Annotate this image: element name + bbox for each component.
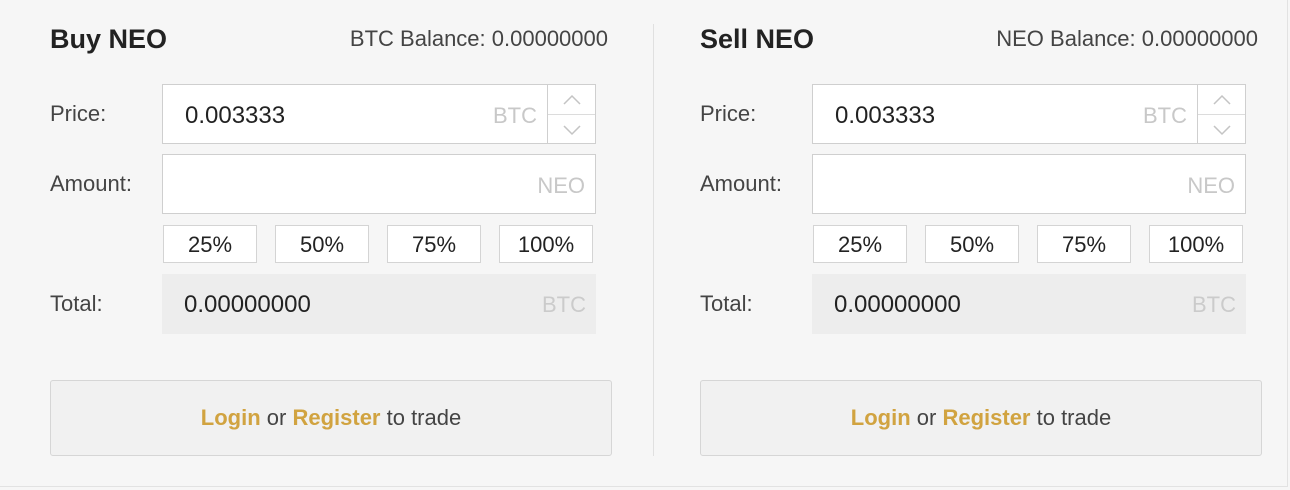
sell-total-value: 0.00000000 [834, 291, 961, 318]
buy-or-text: or [260, 405, 293, 430]
buy-price-input[interactable]: 0.003333 BTC [162, 84, 548, 144]
buy-total-field: 0.00000000 BTC [162, 274, 596, 334]
buy-price-decrement-button[interactable] [548, 115, 595, 144]
buy-total-value: 0.00000000 [184, 291, 311, 318]
sell-total-unit: BTC [1192, 292, 1236, 317]
sell-price-unit: BTC [1143, 103, 1187, 128]
sell-total-field: 0.00000000 BTC [812, 274, 1246, 334]
sell-percent-100-button[interactable]: 100% [1149, 225, 1243, 263]
buy-percent-100-button[interactable]: 100% [499, 225, 593, 263]
buy-percent-50-button[interactable]: 50% [275, 225, 369, 263]
neo-balance: NEO Balance: 0.00000000 [996, 26, 1258, 51]
chevron-up-icon [1212, 94, 1231, 105]
sell-percent-50-button[interactable]: 50% [925, 225, 1019, 263]
buy-amount-input[interactable]: NEO [162, 154, 596, 214]
btc-balance: BTC Balance: 0.00000000 [349, 26, 608, 51]
buy-percent-75-button[interactable]: 75% [387, 225, 481, 263]
buy-price-stepper [548, 84, 596, 144]
chevron-down-icon [562, 124, 581, 135]
buy-amount-label: Amount: [50, 171, 132, 196]
sell-total-label: Total: [700, 291, 753, 316]
buy-panel: Buy NEO BTC Balance: 0.00000000 Price: 0… [50, 0, 612, 490]
sell-login-prompt: Login or Register to trade [700, 380, 1262, 456]
buy-price-label: Price: [50, 101, 107, 126]
buy-price-unit: BTC [493, 103, 537, 128]
buy-title: Buy NEO [50, 24, 168, 54]
sell-price-stepper [1198, 84, 1246, 144]
sell-or-text: or [910, 405, 943, 430]
chevron-up-icon [562, 94, 581, 105]
sell-percent-75-button[interactable]: 75% [1037, 225, 1131, 263]
buy-percent-25-button[interactable]: 25% [163, 225, 257, 263]
chevron-down-icon [1212, 124, 1231, 135]
sell-percent-25-button[interactable]: 25% [813, 225, 907, 263]
sell-amount-input[interactable]: NEO [812, 154, 1246, 214]
buy-login-prompt: Login or Register to trade [50, 380, 612, 456]
buy-to-trade-text: to trade [380, 405, 462, 430]
buy-price-increment-button[interactable] [548, 85, 595, 115]
panel-divider [653, 24, 654, 456]
sell-panel: Sell NEO NEO Balance: 0.00000000 Price: … [700, 0, 1262, 490]
sell-to-trade-text: to trade [1030, 405, 1112, 430]
sell-price-value: 0.003333 [835, 102, 936, 129]
buy-register-link[interactable]: Register [292, 405, 381, 430]
buy-login-link[interactable]: Login [200, 405, 261, 430]
sell-price-increment-button[interactable] [1198, 85, 1245, 115]
buy-total-label: Total: [50, 291, 103, 316]
sell-title: Sell NEO [700, 24, 815, 54]
sell-register-link[interactable]: Register [942, 405, 1031, 430]
sell-amount-label: Amount: [700, 171, 782, 196]
sell-amount-unit: NEO [1187, 173, 1235, 198]
buy-total-unit: BTC [542, 292, 586, 317]
sell-price-label: Price: [700, 101, 757, 126]
sell-login-link[interactable]: Login [850, 405, 911, 430]
buy-amount-unit: NEO [537, 173, 585, 198]
sell-price-input[interactable]: 0.003333 BTC [812, 84, 1198, 144]
sell-price-decrement-button[interactable] [1198, 115, 1245, 144]
buy-price-value: 0.003333 [185, 102, 286, 129]
